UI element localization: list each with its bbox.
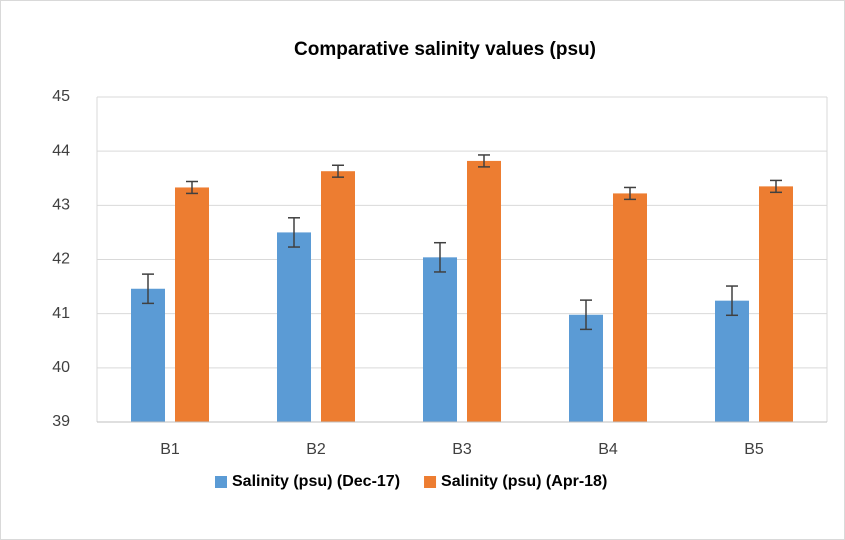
chart-title: Comparative salinity values (psu): [294, 39, 596, 60]
y-tick-label: 45: [52, 88, 70, 105]
bar: [759, 186, 793, 422]
error-bar: [434, 241, 446, 273]
bar: [277, 232, 311, 422]
error-bar: [142, 273, 154, 305]
bar: [175, 187, 209, 422]
y-tick-label: 42: [52, 251, 70, 268]
y-tick-label: 39: [52, 413, 70, 430]
legend-swatch: [215, 476, 227, 488]
legend-label: Salinity (psu) (Apr-18): [441, 473, 607, 490]
error-bar: [770, 179, 782, 194]
error-bar: [580, 299, 592, 331]
y-tick-label: 43: [52, 197, 70, 214]
error-bar: [478, 154, 490, 168]
bar: [423, 257, 457, 422]
bar: [569, 314, 603, 422]
bar: [131, 288, 165, 422]
error-bar: [624, 186, 636, 201]
error-bar: [288, 217, 300, 248]
bar: [321, 171, 355, 422]
x-tick-label: B4: [598, 441, 618, 458]
bar: [715, 300, 749, 422]
x-tick-label: B5: [744, 441, 764, 458]
y-tick-label: 40: [52, 359, 70, 376]
x-tick-label: B3: [452, 441, 472, 458]
error-bar: [186, 180, 198, 195]
x-tick-label: B2: [306, 441, 326, 458]
legend-swatch: [424, 476, 437, 488]
error-bar: [332, 164, 344, 178]
y-tick-label: 41: [52, 305, 70, 322]
legend-label: Salinity (psu) (Dec-17): [232, 473, 400, 490]
bar: [467, 160, 501, 422]
error-bar: [726, 285, 738, 317]
bar: [613, 193, 647, 422]
y-tick-label: 44: [52, 142, 70, 159]
x-tick-label: B1: [160, 441, 180, 458]
